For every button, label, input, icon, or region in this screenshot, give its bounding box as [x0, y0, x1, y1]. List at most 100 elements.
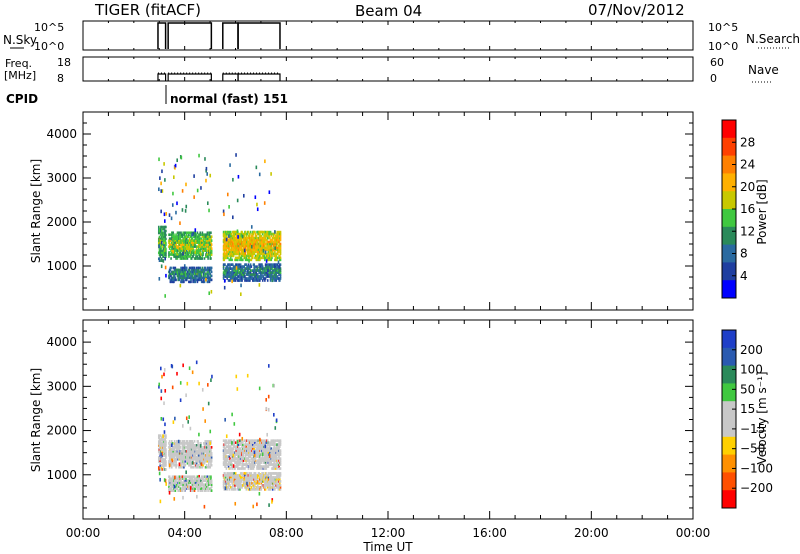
data-cell — [239, 459, 242, 462]
data-cell — [225, 246, 228, 250]
data-cell — [264, 230, 267, 234]
data-cell — [175, 465, 177, 469]
data-cell — [210, 475, 212, 479]
data-cell — [224, 443, 227, 446]
data-cell — [181, 208, 184, 212]
data-cell — [185, 268, 188, 272]
data-cell — [267, 364, 270, 368]
data-cell — [274, 250, 276, 254]
data-cell — [239, 238, 241, 242]
data-cell — [174, 442, 177, 445]
data-cell — [236, 250, 238, 254]
data-cell — [159, 466, 162, 469]
data-cell — [233, 443, 236, 446]
data-cell — [158, 157, 160, 162]
data-cell — [173, 481, 175, 485]
data-cell — [171, 442, 174, 445]
data-cell — [164, 438, 166, 441]
data-cell — [184, 237, 187, 240]
data-cell — [224, 234, 226, 238]
freq-bar — [157, 73, 167, 81]
data-cell — [164, 245, 166, 249]
data-cell — [183, 257, 185, 260]
data-cell — [276, 236, 279, 240]
data-cell — [189, 459, 192, 463]
data-cell — [188, 249, 190, 252]
freq-tick-bottom: 8 — [57, 72, 64, 85]
data-cell — [227, 230, 229, 234]
data-cell — [233, 236, 236, 240]
data-cell — [242, 443, 244, 446]
data-cell — [169, 239, 172, 242]
data-cell — [195, 255, 197, 258]
data-cell — [239, 232, 241, 236]
data-cell — [176, 442, 179, 445]
data-cell — [160, 416, 163, 421]
data-cell — [203, 483, 205, 487]
data-cell — [165, 255, 167, 259]
data-cell — [233, 472, 236, 475]
data-cell — [276, 263, 279, 266]
data-cell — [231, 253, 233, 257]
data-cell — [158, 235, 161, 239]
data-cell — [180, 155, 183, 160]
data-cell — [247, 488, 250, 491]
data-cell — [233, 488, 236, 491]
data-cell — [279, 238, 282, 242]
cpid-label: CPID — [6, 92, 38, 106]
data-cell — [256, 486, 258, 489]
data-cell — [240, 283, 242, 288]
data-cell — [253, 265, 255, 268]
data-cell — [266, 455, 269, 458]
data-cell — [205, 178, 207, 183]
data-cell — [238, 254, 241, 258]
data-cell — [164, 389, 167, 393]
data-cell — [261, 256, 263, 260]
data-cell — [223, 212, 225, 217]
data-cell — [265, 232, 268, 236]
data-cell — [249, 238, 252, 242]
data-cell — [225, 461, 228, 464]
data-cell — [200, 186, 202, 190]
data-cell — [253, 465, 255, 468]
data-cell — [279, 232, 282, 236]
data-cell — [200, 280, 203, 284]
data-cell — [168, 490, 171, 495]
data-cell — [279, 443, 282, 446]
data-cell — [170, 249, 173, 252]
data-cell — [199, 255, 202, 258]
data-cell — [261, 232, 264, 236]
data-cell — [246, 277, 248, 280]
data-cell — [257, 474, 260, 477]
data-cell — [276, 467, 278, 470]
data-cell — [232, 242, 234, 246]
data-cell — [180, 249, 183, 252]
data-cell — [239, 467, 241, 470]
data-cell — [159, 251, 162, 255]
data-cell — [175, 243, 177, 246]
data-cell — [224, 240, 226, 244]
data-cell — [229, 256, 232, 260]
data-cell — [190, 442, 192, 445]
data-cell — [162, 434, 164, 439]
data-cell — [231, 244, 233, 248]
data-cell — [239, 252, 242, 256]
data-cell — [251, 252, 254, 256]
data-cell — [187, 452, 189, 455]
data-cell — [244, 439, 247, 442]
data-cell — [176, 257, 179, 260]
data-cell — [168, 251, 171, 254]
data-cell — [226, 269, 228, 272]
data-cell — [190, 278, 192, 282]
data-cell — [271, 275, 274, 278]
data-cell — [242, 248, 244, 252]
data-cell — [235, 451, 238, 454]
data-cell — [173, 444, 176, 447]
data-cell — [242, 267, 244, 270]
data-cell — [205, 168, 207, 173]
data-cell — [269, 277, 272, 280]
data-cell — [271, 278, 274, 283]
data-cell — [242, 455, 245, 458]
data-cell — [205, 463, 208, 467]
data-cell — [227, 439, 230, 442]
